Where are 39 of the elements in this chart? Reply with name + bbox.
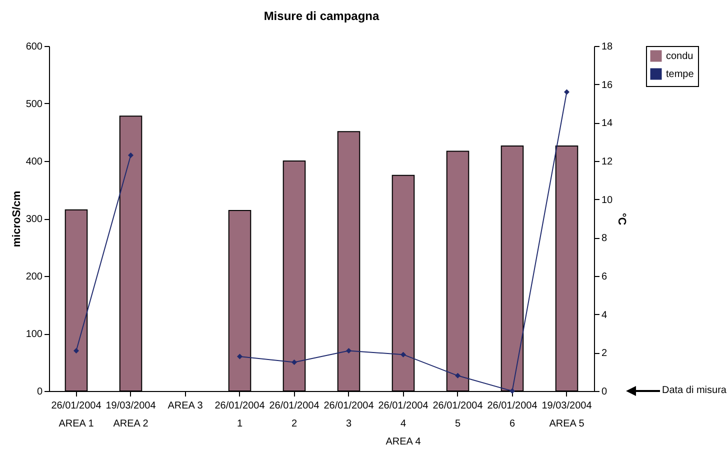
y2-tick-label: 12: [602, 156, 614, 168]
x-tick-label: 26/01/2004 2: [269, 400, 320, 430]
legend-label: condu: [666, 51, 694, 62]
y-axis-title: microS/cm: [10, 190, 23, 248]
x-tick-label: AREA 3: [168, 400, 204, 412]
y-tick-label: 600: [26, 42, 43, 52]
point: [74, 348, 79, 354]
x-tick-label: 26/01/2004 6: [487, 400, 538, 430]
y-tick-label: 400: [26, 156, 43, 168]
point: [128, 152, 134, 158]
y2-tick-label: 10: [602, 194, 614, 206]
x-tick-label: 26/01/2004 AREA 1: [51, 400, 102, 430]
y-tick-label: 100: [26, 329, 43, 340]
y2-tick-label: 6: [602, 272, 608, 282]
point: [346, 348, 352, 354]
point: [400, 352, 406, 358]
x-tick-label: 19/03/2004 AREA 5: [542, 400, 592, 430]
y-tick-label: 500: [26, 99, 43, 110]
y2-tick-label: 0: [602, 386, 608, 398]
x-tick-label: 26/01/2004 1: [214, 400, 266, 430]
x-tick-label: 26/01/2004 5: [432, 400, 484, 430]
legend-label: tempe: [666, 69, 694, 80]
y2-tick-label: 2: [602, 348, 608, 360]
y2-tick-label: 18: [602, 42, 614, 52]
text: Data di misura: [662, 385, 726, 396]
y-tick-label: 0: [36, 386, 43, 398]
x-tick-label: 19/03/2004 AREA 2: [106, 400, 156, 430]
y2-tick-label: 8: [602, 233, 608, 244]
y2-axis-title: °C: [616, 212, 628, 226]
y2-tick-label: 16: [602, 80, 614, 91]
y-tick-label: 300: [26, 214, 43, 225]
y-tick-label: 200: [26, 272, 43, 282]
point: [455, 372, 460, 378]
y2-tick-label: 14: [602, 118, 614, 130]
y2-tick-label: 4: [602, 310, 608, 321]
x-tick-label: 26/01/2004 4 AREA 4: [378, 400, 429, 448]
x-tick-label: 26/01/2004 3: [324, 400, 374, 430]
chart-title: Misure di campagna: [264, 9, 380, 23]
point: [292, 360, 297, 365]
